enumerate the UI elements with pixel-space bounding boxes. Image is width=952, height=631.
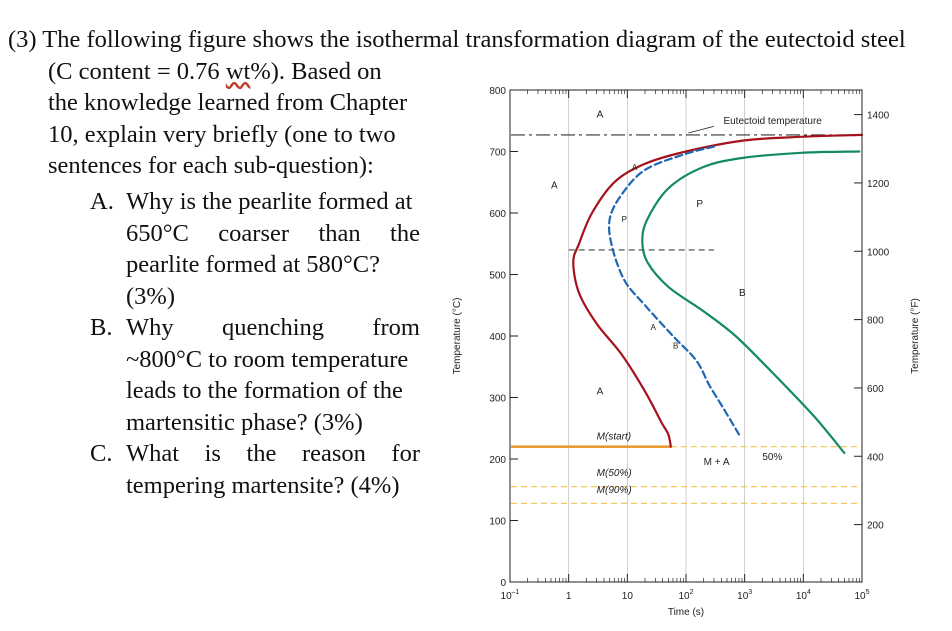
sub-question-line: pearlite formed at 580°C? bbox=[126, 251, 381, 278]
ttt-diagram: 10–1 1 10 102 103 104 105 0 100 200 300 400 500 600 70… bbox=[452, 86, 921, 618]
sub-question-label: C. bbox=[90, 440, 113, 467]
y-tick-label: 400 bbox=[489, 332, 506, 343]
chart-annotation: B bbox=[673, 341, 678, 350]
sub-question-line: (3%) bbox=[126, 282, 175, 310]
x-tick-exponent: 3 bbox=[748, 589, 752, 596]
x-tick-label: 10 bbox=[622, 591, 634, 602]
chart-annotation: M + A bbox=[704, 457, 730, 468]
chart-grid bbox=[568, 90, 804, 582]
question-line-2a: (C content = 0.76 bbox=[48, 57, 226, 85]
question-line-1: (3) The following figure shows the isoth… bbox=[8, 26, 906, 53]
y-tick-label: 100 bbox=[489, 517, 506, 528]
x-tick-exponent: –1 bbox=[512, 589, 520, 596]
y-tick-label: 300 bbox=[489, 394, 506, 405]
x-tick-label: 1 bbox=[566, 591, 572, 602]
chart-annotation: A bbox=[551, 180, 558, 191]
x-tick-label: 103 bbox=[737, 589, 752, 602]
chart-annotation: A bbox=[651, 323, 657, 332]
y2-tick-label: 600 bbox=[867, 384, 884, 395]
sub-question-line: Why is the pearlite formed at bbox=[126, 188, 413, 215]
y2-tick-label: 200 bbox=[867, 521, 884, 532]
sub-question-label: A. bbox=[90, 188, 114, 215]
sub-question-line: leads to the formation of the bbox=[126, 377, 403, 404]
axes: 10–1 1 10 102 103 104 105 0 100 200 300 400 500 600 70… bbox=[489, 86, 889, 602]
sub-question-c: C. What is the reason for tempering mart… bbox=[90, 438, 420, 501]
eutectoid-pointer bbox=[688, 125, 715, 134]
question-line-2b: %). Based on bbox=[250, 57, 382, 85]
y2-axis-label: Temperature (°F) bbox=[910, 298, 921, 374]
x-tick-label: 105 bbox=[854, 589, 869, 602]
x-axis-label: Time (s) bbox=[668, 607, 704, 618]
question-line-2: (C content = 0.76 wt%). Based on bbox=[8, 56, 906, 88]
sub-question-line: martensitic phase? (3%) bbox=[126, 408, 363, 436]
spellcheck-word: wt bbox=[225, 57, 251, 85]
question-line-3: the knowledge learned from Chapter bbox=[48, 89, 408, 116]
chart-annotation: M(50%) bbox=[597, 468, 632, 479]
sub-question-a: A. Why is the pearlite formed at 650°C c… bbox=[90, 186, 420, 312]
transformation-curves bbox=[572, 133, 864, 454]
y-axis-label: Temperature (°C) bbox=[452, 298, 463, 375]
sub-question-line: 650°C coarser than the bbox=[126, 219, 420, 247]
series-curve bbox=[572, 133, 864, 448]
x-tick-label: 102 bbox=[678, 589, 693, 602]
y-tick-label: 200 bbox=[489, 455, 506, 466]
reference-lines bbox=[511, 134, 861, 504]
series-curve bbox=[607, 145, 741, 436]
chart-annotation: A bbox=[597, 386, 604, 397]
sub-question-label: B. bbox=[90, 314, 113, 341]
chart-annotation: M(90%) bbox=[597, 485, 632, 496]
sub-question-line: Why quenching from bbox=[126, 314, 420, 341]
y2-tick-label: 800 bbox=[867, 316, 884, 327]
chart-annotation: Eutectoid temperature bbox=[723, 116, 822, 127]
y-tick-label: 700 bbox=[489, 148, 506, 159]
chart-annotation: P bbox=[696, 199, 703, 210]
chart-annotation: B bbox=[739, 288, 746, 299]
sub-questions: A. Why is the pearlite formed at 650°C c… bbox=[90, 186, 420, 501]
x-tick-label: 104 bbox=[796, 589, 811, 602]
chart-annotation: P bbox=[622, 215, 627, 224]
chart-annotation: M(start) bbox=[597, 431, 631, 442]
question-line-5: sentences for each sub-question): bbox=[48, 152, 374, 179]
x-tick-exponent: 5 bbox=[866, 589, 870, 596]
y-tick-label: 800 bbox=[489, 86, 506, 97]
chart-annotation: A bbox=[597, 110, 604, 121]
y2-tick-label: 1400 bbox=[867, 111, 890, 122]
chart-annotation: 50% bbox=[762, 452, 782, 463]
series-curve bbox=[641, 150, 861, 454]
sub-question-b: B. Why quenching from ~800°C to room tem… bbox=[90, 312, 420, 438]
sub-question-line: What is the reason for bbox=[126, 440, 420, 467]
y-tick-label: 0 bbox=[500, 578, 506, 589]
sub-question-line: ~800°C to room temperature bbox=[126, 345, 409, 373]
y2-tick-label: 1200 bbox=[867, 179, 890, 190]
question-line-4: 10, explain very briefly (one to two bbox=[48, 120, 396, 148]
question-intro: (3) The following figure shows the isoth… bbox=[8, 24, 906, 182]
y-tick-label: 600 bbox=[489, 209, 506, 220]
x-tick-exponent: 2 bbox=[690, 589, 694, 596]
sub-question-line: tempering martensite? (4%) bbox=[126, 471, 400, 499]
x-tick-label: 10–1 bbox=[501, 589, 520, 602]
x-tick-exponent: 4 bbox=[807, 589, 811, 596]
chart-annotation: A bbox=[632, 163, 638, 172]
annotations: A A A P B Eutectoid temperature M(start) M + A M… bbox=[551, 110, 822, 496]
y2-tick-label: 400 bbox=[867, 452, 884, 463]
y-tick-label: 500 bbox=[489, 271, 506, 282]
y2-tick-label: 1000 bbox=[867, 247, 890, 258]
